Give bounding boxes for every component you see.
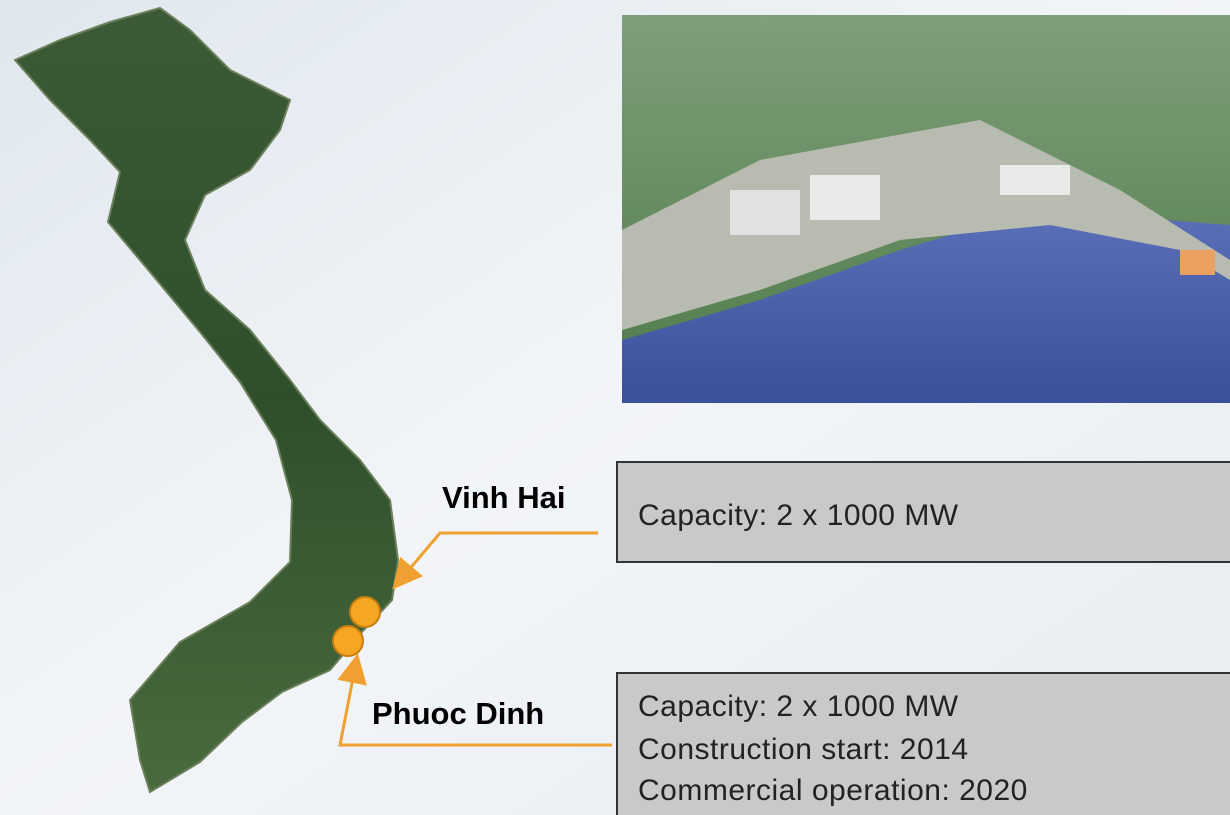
site-name: Phuoc Dinh [372, 696, 544, 731]
site-marker [350, 597, 380, 627]
site-detail: Capacity: 2 x 1000 MW [638, 499, 959, 532]
plant-rendering [622, 15, 1230, 403]
site-detail: Capacity: 2 x 1000 MW [638, 690, 959, 723]
site-detail: Construction start: 2014 [638, 733, 969, 766]
site-detail: Commercial operation: 2020 [638, 774, 1028, 807]
slide: Vinh Hai Phuoc Dinh Capacity: 2 x 1000 M… [0, 0, 1230, 815]
site-name: Vinh Hai [442, 480, 565, 515]
site-marker [333, 626, 363, 656]
